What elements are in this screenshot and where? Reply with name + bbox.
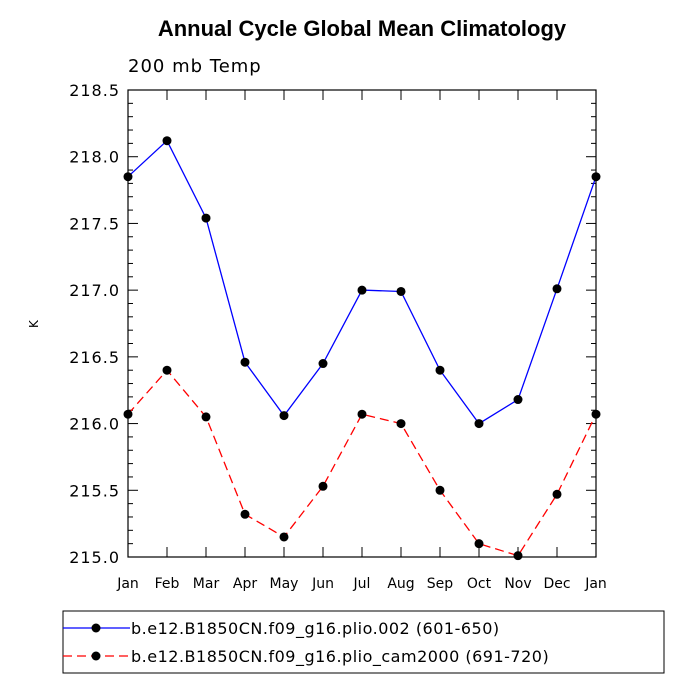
data-point-series-2 (240, 509, 250, 519)
legend-label-1: b.e12.B1850CN.f09_g16.plio.002 (601-650) (131, 619, 500, 639)
x-tick-label: Jan (584, 576, 607, 592)
x-tick-label: May (270, 576, 299, 592)
x-tick-label: Jun (311, 576, 334, 592)
data-point-series-1 (357, 285, 367, 295)
series-layer (123, 136, 601, 561)
x-tick-label: Apr (233, 576, 257, 592)
x-tick-label: Nov (504, 576, 531, 592)
data-point-series-1 (552, 284, 562, 294)
x-tick-label: Sep (427, 576, 454, 592)
data-point-series-1 (240, 357, 250, 367)
data-point-series-1 (435, 365, 445, 375)
legend-marker-1 (91, 623, 101, 633)
legend: b.e12.B1850CN.f09_g16.plio.002 (601-650)… (62, 610, 665, 674)
chart-subtitle: 200 mb Temp (128, 56, 262, 77)
series-line-1 (127, 139, 597, 425)
series-line-2 (127, 369, 597, 557)
y-tick-label: 215.5 (69, 481, 120, 500)
x-tick-label: Aug (387, 576, 414, 592)
data-point-series-2 (435, 485, 445, 495)
x-tick-label: Feb (155, 576, 180, 592)
data-point-series-2 (513, 551, 523, 561)
chart-title: Annual Cycle Global Mean Climatology (158, 16, 567, 41)
y-axis-label: K (27, 319, 41, 328)
data-point-series-1 (279, 411, 289, 421)
legend-label-2: b.e12.B1850CN.f09_g16.plio_cam2000 (691-… (131, 647, 549, 667)
x-tick-label: Oct (467, 576, 492, 592)
data-point-series-1 (162, 136, 172, 146)
y-tick-label: 217.5 (69, 214, 120, 233)
data-point-series-1 (474, 419, 484, 429)
data-point-series-2 (201, 412, 211, 422)
data-point-series-1 (513, 395, 523, 405)
data-point-series-1 (201, 213, 211, 223)
y-tick-label: 218.5 (69, 81, 120, 100)
y-tick-label: 217.0 (69, 281, 120, 300)
data-point-series-2 (396, 419, 406, 429)
y-tick-label: 216.0 (69, 415, 120, 434)
y-tick-label: 215.0 (69, 548, 120, 567)
data-point-series-1 (318, 359, 328, 369)
data-point-series-1 (396, 286, 406, 296)
data-point-series-2 (357, 409, 367, 419)
x-tick-label: Jul (353, 576, 371, 592)
x-tick-label: Dec (543, 576, 570, 592)
x-tick-label: Jan (116, 576, 139, 592)
plot-frame (127, 89, 597, 558)
ticks-layer: 215.0 215.5 216.0 216.5 217.0 217.5 218.0 218.5… (69, 81, 607, 592)
data-point-series-2 (162, 365, 172, 375)
x-tick-label: Mar (193, 576, 220, 592)
data-point-series-2 (552, 489, 562, 499)
legend-marker-2 (91, 651, 101, 661)
y-tick-label: 218.0 (69, 148, 120, 167)
legend-box (62, 610, 665, 674)
data-point-series-2 (318, 481, 328, 491)
y-tick-label: 216.5 (69, 348, 120, 367)
data-point-series-2 (279, 532, 289, 542)
data-point-series-2 (474, 539, 484, 549)
